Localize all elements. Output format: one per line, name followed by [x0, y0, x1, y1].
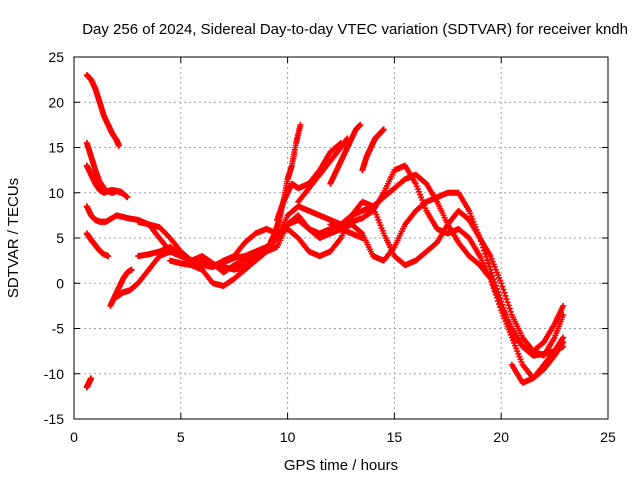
data-point: [492, 282, 499, 289]
data-point: [128, 266, 135, 273]
data-point: [507, 326, 514, 333]
data-point: [505, 320, 512, 327]
y-tick-label: 25: [48, 49, 64, 65]
data-point: [501, 289, 508, 296]
x-tick-label: 25: [600, 429, 616, 445]
y-tick-label: 0: [56, 275, 64, 291]
data-point: [502, 292, 509, 299]
series-track-14: [295, 135, 351, 205]
data-point: [263, 248, 270, 255]
x-tick-label: 5: [177, 429, 185, 445]
x-tick-label: 10: [280, 429, 296, 445]
x-tick-label: 20: [493, 429, 509, 445]
data-point: [503, 314, 510, 321]
y-tick-label: 15: [48, 140, 64, 156]
data-point: [482, 250, 489, 257]
data-point: [115, 142, 122, 149]
data-point: [499, 283, 506, 290]
data-point: [480, 244, 487, 251]
data-point: [500, 286, 507, 293]
x-axis-label: GPS time / hours: [284, 457, 398, 474]
chart-title: Day 256 of 2024, Sidereal Day-to-day VTE…: [82, 21, 628, 38]
data-point: [477, 238, 484, 245]
data-point: [484, 257, 491, 264]
data-point: [357, 121, 364, 128]
series-track-1: [83, 72, 122, 149]
data-point: [486, 263, 493, 270]
y-tick-label: -5: [52, 321, 65, 337]
data-point: [500, 304, 507, 311]
data-point: [262, 249, 269, 256]
data-point: [560, 334, 567, 341]
data-point: [483, 254, 490, 261]
data-point: [498, 298, 505, 305]
axis-ticks: 0 5 10 15 20 25 -15 -10 -5 0 5 10 15 20 25: [44, 49, 616, 445]
data-point: [560, 302, 567, 309]
y-tick-label: 5: [56, 230, 64, 246]
data-point: [497, 295, 504, 302]
data-point: [506, 305, 513, 312]
series-track-10: [135, 189, 567, 355]
y-axis-label: SDTVAR / TECUs: [5, 178, 22, 298]
y-tick-label: 20: [48, 94, 64, 110]
data-point: [491, 279, 498, 286]
data-point: [494, 288, 501, 295]
data-point: [105, 253, 112, 260]
data-point: [476, 235, 483, 241]
data-point: [478, 241, 485, 248]
data-point: [297, 121, 304, 128]
y-tick-label: -10: [44, 366, 64, 382]
series-track-17: [327, 221, 366, 241]
series-track-16: [359, 126, 387, 174]
data-point: [481, 247, 488, 254]
data-point: [359, 235, 366, 241]
data-point: [503, 296, 510, 303]
data-point: [496, 292, 503, 299]
y-tick-label: -15: [44, 411, 64, 427]
data-point: [88, 375, 95, 382]
data-point: [498, 280, 505, 287]
data-point: [501, 307, 508, 314]
data-point: [124, 194, 131, 201]
data-point: [490, 276, 497, 283]
data-point: [505, 302, 512, 309]
data-point: [487, 266, 494, 273]
data-point: [499, 301, 506, 308]
series-track-5: [83, 230, 112, 260]
y-tick-label: 10: [48, 185, 64, 201]
x-tick-label: 0: [70, 429, 78, 445]
data-point: [117, 189, 124, 196]
x-tick-label: 15: [387, 429, 403, 445]
data-point: [380, 126, 387, 133]
series-track-15: [327, 121, 364, 187]
data-point: [502, 311, 509, 318]
data-point: [506, 323, 513, 330]
series-track-11: [167, 248, 270, 289]
data-point: [493, 285, 500, 292]
series-track-3: [83, 162, 124, 196]
data-point: [485, 260, 492, 267]
data-points: [83, 72, 567, 391]
data-point: [507, 308, 514, 315]
data-point: [489, 273, 496, 280]
data-point: [504, 299, 511, 306]
series-track-6: [83, 375, 95, 391]
data-point: [504, 317, 511, 324]
series-track-18: [508, 334, 567, 386]
data-point: [488, 269, 495, 276]
